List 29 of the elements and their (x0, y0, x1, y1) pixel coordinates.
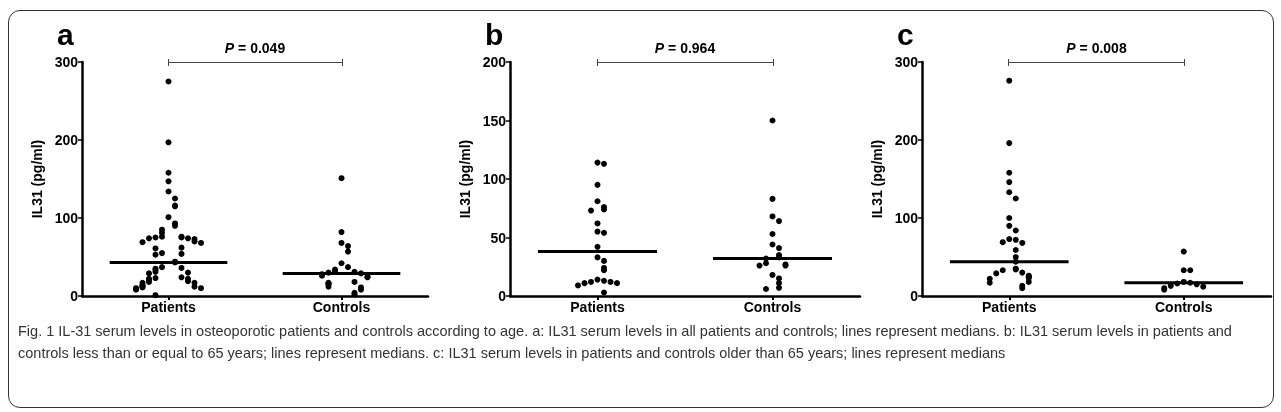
y-tick-label: 0 (498, 288, 507, 304)
caption: Fig. 1 IL-31 serum levels in osteoporotic patients and controls according to age. a: IL31 serum levels in all patients and controls; lines represent medians. b: IL31 serum levels in patients and controls less than or equal to 65 years; lines represent medians. c: IL31 serum levels in patients and controls older than 65 years; lines represent medians (18, 322, 1233, 363)
x-tick-label: Controls (312, 299, 371, 315)
chart-title: a (57, 17, 74, 51)
y-tick-label: 100 (894, 210, 919, 226)
y-axis-title: IL31 (pg/ml) (868, 139, 885, 219)
y-tick-label: 0 (70, 288, 79, 304)
y-tick-label: 300 (894, 54, 919, 70)
y-tick-label: 200 (894, 132, 919, 148)
text: P = 0.008 (1066, 40, 1127, 56)
y-tick-label: 100 (482, 171, 507, 187)
x-tick-label: Patients (141, 299, 196, 315)
y-axis-title: IL31 (pg/ml) (28, 139, 45, 219)
y-tick-label: 0 (910, 288, 919, 304)
text: P = 0.964 (654, 40, 716, 56)
x-tick-label: Controls (1154, 299, 1213, 315)
x-tick-label: Controls (743, 299, 802, 315)
chart-title: c (897, 17, 914, 51)
x-tick-label: Patients (570, 299, 625, 315)
y-tick-label: 100 (54, 210, 79, 226)
chart-title: b (485, 17, 504, 51)
x-tick-label: Patients (982, 299, 1037, 315)
y-axis-title: IL31 (pg/ml) (456, 139, 473, 219)
y-tick-label: 300 (54, 54, 79, 70)
y-tick-label: 200 (482, 54, 507, 70)
y-tick-label: 200 (54, 132, 79, 148)
text: P = 0.049 (224, 40, 286, 56)
y-tick-label: 150 (482, 112, 507, 129)
y-tick-label: 50 (490, 229, 507, 246)
